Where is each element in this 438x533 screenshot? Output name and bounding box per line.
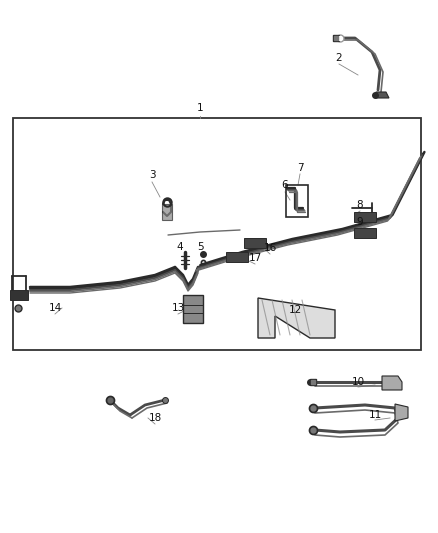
Text: 9: 9 [357,217,363,227]
Text: 2: 2 [336,53,343,63]
Bar [162,204,172,220]
Bar [183,295,203,323]
Bar [244,238,266,248]
Bar [354,228,376,238]
Text: 11: 11 [368,410,381,420]
Text: 14: 14 [48,303,62,313]
Text: 17: 17 [248,253,261,263]
Polygon shape [382,376,402,390]
Bar [354,212,376,222]
Text: 10: 10 [351,377,364,387]
Text: 5: 5 [197,242,203,252]
Polygon shape [258,298,335,338]
Polygon shape [376,92,389,98]
Bar [226,252,248,262]
Text: 4: 4 [177,242,184,252]
Text: 1: 1 [197,103,203,113]
Text: 12: 12 [288,305,302,315]
Text: 7: 7 [297,163,303,173]
Bar [286,185,308,217]
Text: 13: 13 [171,303,185,313]
Text: 16: 16 [263,243,277,253]
Text: 3: 3 [148,170,155,180]
Polygon shape [395,404,408,421]
Bar [13,118,421,350]
Text: 18: 18 [148,413,162,423]
Text: 6: 6 [282,180,288,190]
Bar [10,290,28,300]
Text: 8: 8 [357,200,363,210]
